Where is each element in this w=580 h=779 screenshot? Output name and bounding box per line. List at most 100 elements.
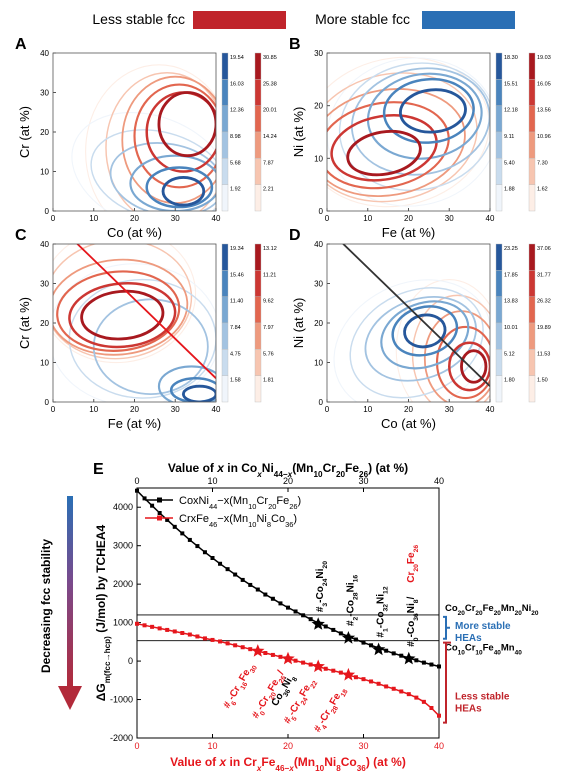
blue-colorbar-step xyxy=(221,349,229,376)
series-black-point xyxy=(391,651,396,656)
y-tick-label: 40 xyxy=(40,240,49,249)
panel-letter: E xyxy=(93,461,104,478)
series-black-point xyxy=(172,524,177,529)
series-black-point xyxy=(338,631,343,636)
series-black-point xyxy=(353,637,358,642)
blue-colorbar-label: 12.36 xyxy=(230,108,244,114)
red-colorbar-label: 2.21 xyxy=(263,187,274,193)
blue-colorbar-label: 1.80 xyxy=(504,378,515,384)
blue-colorbar-step xyxy=(495,105,503,133)
x-tick-label: 40 xyxy=(486,405,495,414)
y-axis-label: ΔGm(fcc→hcp) (J/mol) by TCHEA4 xyxy=(94,524,112,701)
panel-c: 0 10 20 30 40 0 10 20 30 40 Fe (at %) Cr (at %) C 19.… xyxy=(15,227,277,431)
x-axis-label: Co (at %) xyxy=(381,416,436,431)
series-black-point xyxy=(278,601,283,606)
series-red-point xyxy=(165,627,170,632)
y-tick-label: 20 xyxy=(314,102,323,111)
star-marker xyxy=(311,617,325,630)
panel-letter: D xyxy=(289,227,301,244)
series-red-point xyxy=(172,629,177,634)
series-black-point xyxy=(248,582,253,587)
series-red-point xyxy=(384,684,389,689)
less-stable-swatch xyxy=(193,11,286,29)
blue-colorbar-step xyxy=(221,322,229,350)
red-colorbar-label: 13.12 xyxy=(263,246,277,252)
series-black-point xyxy=(135,488,139,493)
series-black-point xyxy=(187,537,192,542)
blue-contour xyxy=(109,142,216,211)
series-red-point xyxy=(202,636,207,641)
star-label: #4-Cr28Fe18 xyxy=(312,685,349,736)
blue-colorbar-label: 19.54 xyxy=(230,55,244,61)
y-tick-label: 20 xyxy=(40,319,49,328)
y-tick-label: 0 xyxy=(45,207,50,216)
series-red-point xyxy=(195,634,200,639)
red-colorbar-step xyxy=(528,243,536,271)
blue-contour xyxy=(161,176,206,207)
y-tick-label: 0 xyxy=(319,398,324,407)
red-contour xyxy=(395,279,490,402)
blue-contour xyxy=(349,287,484,399)
x-tick-label: 30 xyxy=(358,741,368,751)
blue-contour xyxy=(68,278,216,399)
series-red-point xyxy=(248,647,253,652)
y-tick-label: 30 xyxy=(314,280,323,289)
series-black-point xyxy=(301,613,306,618)
series-red-point xyxy=(361,677,366,682)
blue-contour xyxy=(53,263,216,402)
reference-line-label: Co10Cr10Fe40Mn40 xyxy=(445,643,522,657)
y-tick-label: 10 xyxy=(314,154,323,163)
y-tick-label: -1000 xyxy=(110,695,133,705)
legend-marker xyxy=(157,497,162,503)
series-black-point xyxy=(255,587,260,592)
red-colorbar-step xyxy=(528,322,536,350)
series-red-point xyxy=(323,666,328,671)
red-colorbar-step xyxy=(528,270,536,297)
y-tick-label: 10 xyxy=(40,359,49,368)
star-label: #0-Co36Ni8/ xyxy=(406,596,420,646)
blue-colorbar-label: 1.88 xyxy=(504,187,515,193)
series-red-point xyxy=(399,689,404,694)
y-tick-label: 4000 xyxy=(113,502,133,512)
less-stable-bracket xyxy=(443,641,451,724)
more-stable-swatch xyxy=(422,11,515,29)
x-axis-label: Fe (at %) xyxy=(108,416,161,431)
red-colorbar-step xyxy=(254,243,262,271)
less-stable-text: HEAs xyxy=(455,704,482,715)
blue-colorbar-step xyxy=(221,79,229,106)
star-marker xyxy=(251,644,265,657)
blue-contour xyxy=(382,77,475,144)
blue-contour xyxy=(333,279,490,402)
blue-colorbar-label: 12.18 xyxy=(504,108,518,114)
series-black-point xyxy=(150,503,155,508)
top-x-tick-label: 30 xyxy=(358,476,368,486)
red-contour xyxy=(68,282,177,349)
y-tick-label: 30 xyxy=(40,280,49,289)
blue-colorbar-step xyxy=(221,243,229,271)
series-red-point xyxy=(180,631,185,635)
red-colorbar-label: 31.77 xyxy=(537,272,551,278)
series-black-point xyxy=(437,664,441,669)
blue-contour xyxy=(92,298,209,396)
series-black-point xyxy=(225,567,230,572)
blue-colorbar-label: 1.92 xyxy=(230,187,241,193)
blue-colorbar-label: 17.85 xyxy=(504,272,518,278)
series-red-point xyxy=(142,623,147,628)
series-red-point xyxy=(270,652,275,657)
y-tick-label: 20 xyxy=(314,319,323,328)
x-tick-label: 30 xyxy=(171,405,180,414)
blue-contour xyxy=(71,111,216,211)
red-contour xyxy=(56,270,181,352)
star-label: #6-Cr16Fe30 xyxy=(222,661,259,712)
y-tick-label: 40 xyxy=(40,49,49,58)
stability-arrow-head xyxy=(58,686,82,710)
more-stable-label: More stable fcc xyxy=(315,11,410,27)
blue-contour xyxy=(157,365,216,402)
y-tick-label: 2000 xyxy=(113,579,133,589)
blue-colorbar-label: 18.30 xyxy=(504,55,518,61)
top-x-tick-label: 40 xyxy=(434,476,444,486)
top-x-tick-label: 10 xyxy=(207,476,217,486)
blue-colorbar-step xyxy=(495,158,503,185)
blue-contour xyxy=(145,166,214,209)
